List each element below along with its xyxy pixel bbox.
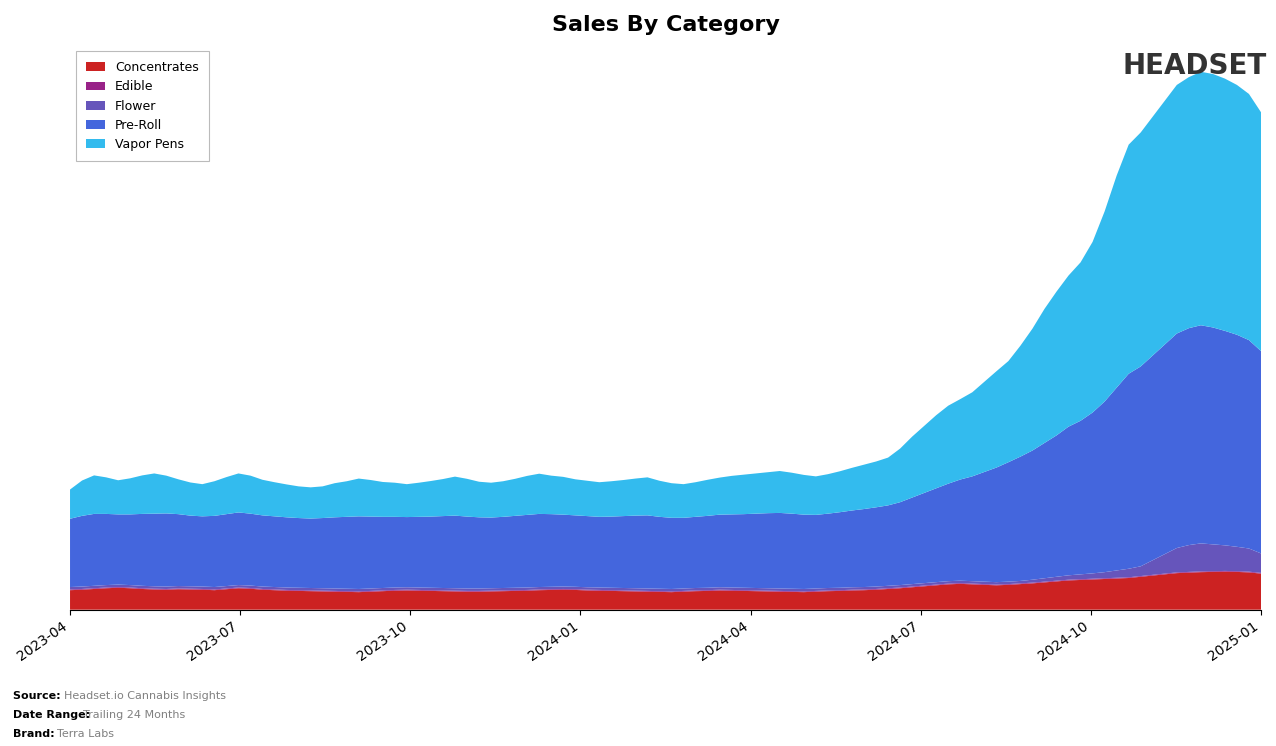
Text: Brand:: Brand: — [13, 729, 59, 739]
Text: Source:: Source: — [13, 692, 64, 701]
Text: Date Range:: Date Range: — [13, 710, 93, 720]
Legend: Concentrates, Edible, Flower, Pre-Roll, Vapor Pens: Concentrates, Edible, Flower, Pre-Roll, … — [77, 51, 209, 161]
Title: Sales By Category: Sales By Category — [551, 15, 780, 35]
Text: Headset.io Cannabis Insights: Headset.io Cannabis Insights — [64, 692, 226, 701]
Text: Trailing 24 Months: Trailing 24 Months — [83, 710, 185, 720]
Text: Terra Labs: Terra Labs — [57, 729, 115, 739]
Text: HEADSET: HEADSET — [1123, 52, 1267, 81]
